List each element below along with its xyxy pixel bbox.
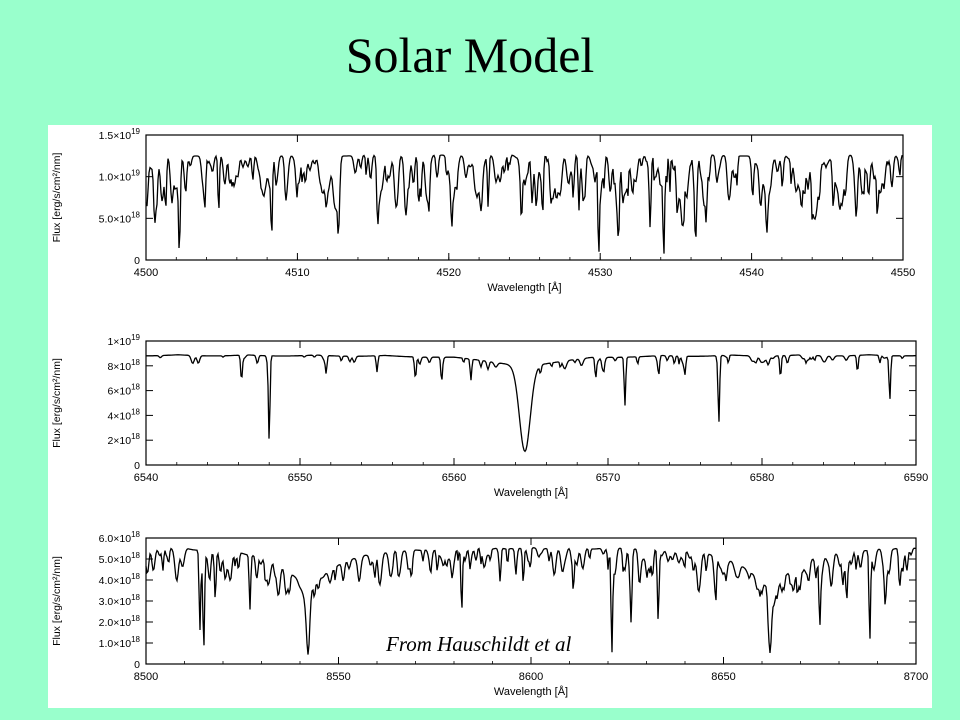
- x-tick-label: 4520: [437, 267, 461, 279]
- spectrum-panel-1: 4500 4510 4520 4530 4540 4550 0 5.0×1018 1.0×101…: [51, 127, 915, 294]
- y-tick-label: 5.0×1018: [99, 210, 141, 225]
- spectrum-panel-2: 6540 6550 6560 6570 6580 6590 0 2×1018 4×1018 6×1…: [51, 333, 928, 499]
- y-tick-label: 6×1018: [107, 383, 140, 398]
- spectrum-line: [145, 153, 904, 254]
- spectrum-line: [146, 354, 916, 453]
- x-tick-label: 4500: [134, 267, 158, 279]
- x-tick-label: 4510: [285, 267, 309, 279]
- y-tick-label: 2.0×1018: [99, 614, 141, 629]
- y-tick-label: 1.5×1019: [99, 127, 141, 142]
- y-tick-label: 1.0×1018: [99, 635, 141, 650]
- y-axis-label: Flux [erg/s/cm²/nm]: [51, 153, 63, 243]
- x-axis-label: Wavelength [Å]: [487, 281, 561, 294]
- x-tick-label: 8550: [326, 671, 350, 683]
- x-tick-label: 8700: [904, 671, 928, 683]
- plot-frame: [145, 134, 904, 261]
- x-tick-label: 4530: [588, 267, 612, 279]
- y-axis-label: Flux [erg/s/cm²/nm]: [51, 556, 63, 646]
- x-tick-label: 8500: [134, 671, 158, 683]
- y-tick-label: 1×1019: [107, 333, 140, 348]
- x-axis-label: Wavelength [Å]: [494, 486, 568, 499]
- x-tick-label: 6560: [442, 472, 466, 484]
- x-tick-label: 6590: [904, 472, 928, 484]
- spectrum-line: [145, 547, 917, 655]
- x-tick-label: 6550: [288, 472, 312, 484]
- y-tick-label: 5.0×1018: [99, 551, 141, 566]
- y-tick-label: 0: [134, 255, 140, 267]
- x-axis-label: Wavelength [Å]: [494, 685, 568, 698]
- plot-frame: [145, 340, 917, 466]
- x-tick-label: 8600: [519, 671, 543, 683]
- slide-title: Solar Model: [345, 27, 595, 83]
- x-tick-label: 4550: [891, 267, 915, 279]
- y-tick-label: 4×1018: [107, 407, 140, 422]
- spectra-plots: 4500 4510 4520 4530 4540 4550 0 5.0×1018 1.0×101…: [51, 127, 928, 698]
- y-tick-label: 0: [134, 659, 140, 671]
- y-tick-label: 4.0×1018: [99, 572, 141, 587]
- figure-credit: From Hauschildt et al: [386, 632, 572, 656]
- y-tick-label: 0: [134, 460, 140, 472]
- y-tick-label: 6.0×1018: [99, 530, 141, 545]
- y-axis-label: Flux [erg/s/cm²/nm]: [51, 358, 63, 448]
- x-tick-label: 8650: [711, 671, 735, 683]
- x-tick-label: 4540: [739, 267, 763, 279]
- x-tick-label: 6580: [750, 472, 774, 484]
- y-tick-label: 2×1018: [107, 432, 140, 447]
- x-tick-label: 6540: [134, 472, 158, 484]
- y-tick-label: 3.0×1018: [99, 593, 141, 608]
- spectrum-panel-3: 8500 8550 8600 8650 8700 0 1.0×1018 2.0×1018 3.0…: [51, 530, 928, 698]
- spectra-figure: 4500 4510 4520 4530 4540 4550 0 5.0×1018 1.0×101…: [48, 125, 932, 708]
- x-tick-label: 6570: [596, 472, 620, 484]
- y-tick-label: 1.0×1019: [99, 169, 141, 184]
- y-tick-label: 8×1018: [107, 358, 140, 373]
